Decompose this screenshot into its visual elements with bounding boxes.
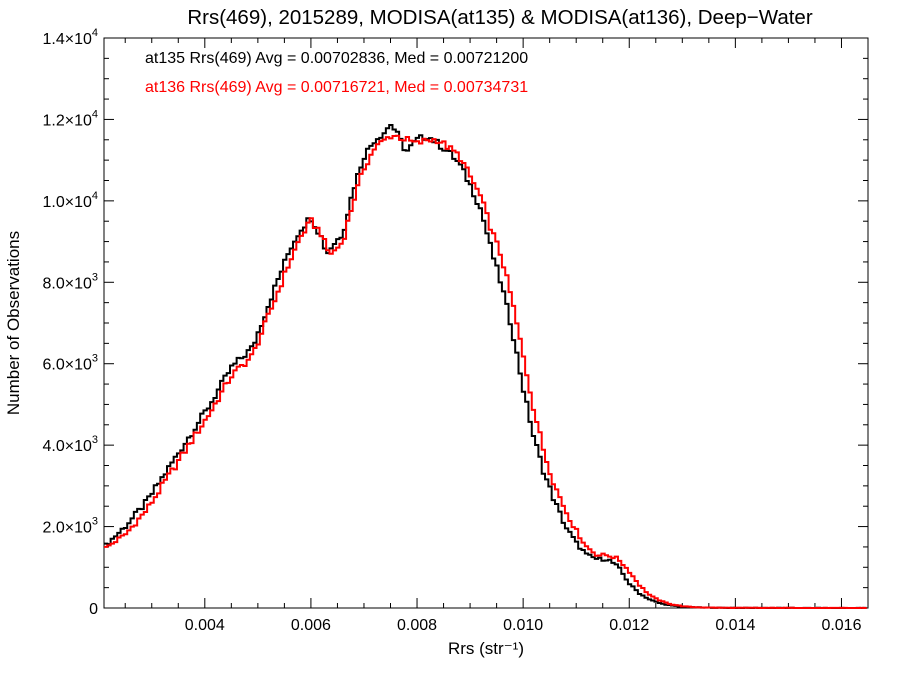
legend-entry-at135: at135 Rrs(469) Avg = 0.00702836, Med = 0…	[145, 50, 528, 67]
x-axis: 0.004 0.006 0.008 0.010 0.012 0.014 0.016	[124, 38, 862, 634]
x-tick-label: 0.010	[503, 617, 543, 634]
y-tick-label: 6.0×103	[42, 353, 98, 374]
x-tick-label: 0.008	[397, 617, 437, 634]
y-tick-label: 1.0×104	[42, 190, 98, 211]
plot-area	[103, 37, 869, 609]
series-line-at136	[104, 134, 867, 609]
y-tick-label: 1.2×104	[42, 108, 98, 129]
y-tick-label: 0	[89, 601, 98, 618]
x-tick-label: 0.014	[715, 617, 755, 634]
y-tick-label: 8.0×103	[42, 271, 98, 292]
series-layer	[104, 124, 867, 609]
y-tick-label: 2.0×103	[42, 516, 98, 537]
y-tick-label: 1.4×104	[42, 27, 98, 48]
chart-title: Rrs(469), 2015289, MODISA(at135) & MODIS…	[187, 6, 812, 29]
y-axis-label: Number of Observations	[4, 231, 23, 415]
x-axis-label: Rrs (str⁻¹)	[448, 639, 524, 658]
y-axis: 0 2.0×103 4.0×103 6.0×103 8.0×103 1.0×104 1.2×…	[42, 27, 868, 618]
x-tick-label: 0.006	[291, 617, 331, 634]
y-tick-label: 4.0×103	[42, 434, 98, 455]
x-tick-label: 0.016	[821, 617, 861, 634]
series-line-at135	[104, 124, 867, 609]
legend-entry-at136: at136 Rrs(469) Avg = 0.00716721, Med = 0…	[145, 79, 528, 96]
x-tick-label: 0.012	[609, 617, 649, 634]
x-tick-label: 0.004	[185, 617, 225, 634]
